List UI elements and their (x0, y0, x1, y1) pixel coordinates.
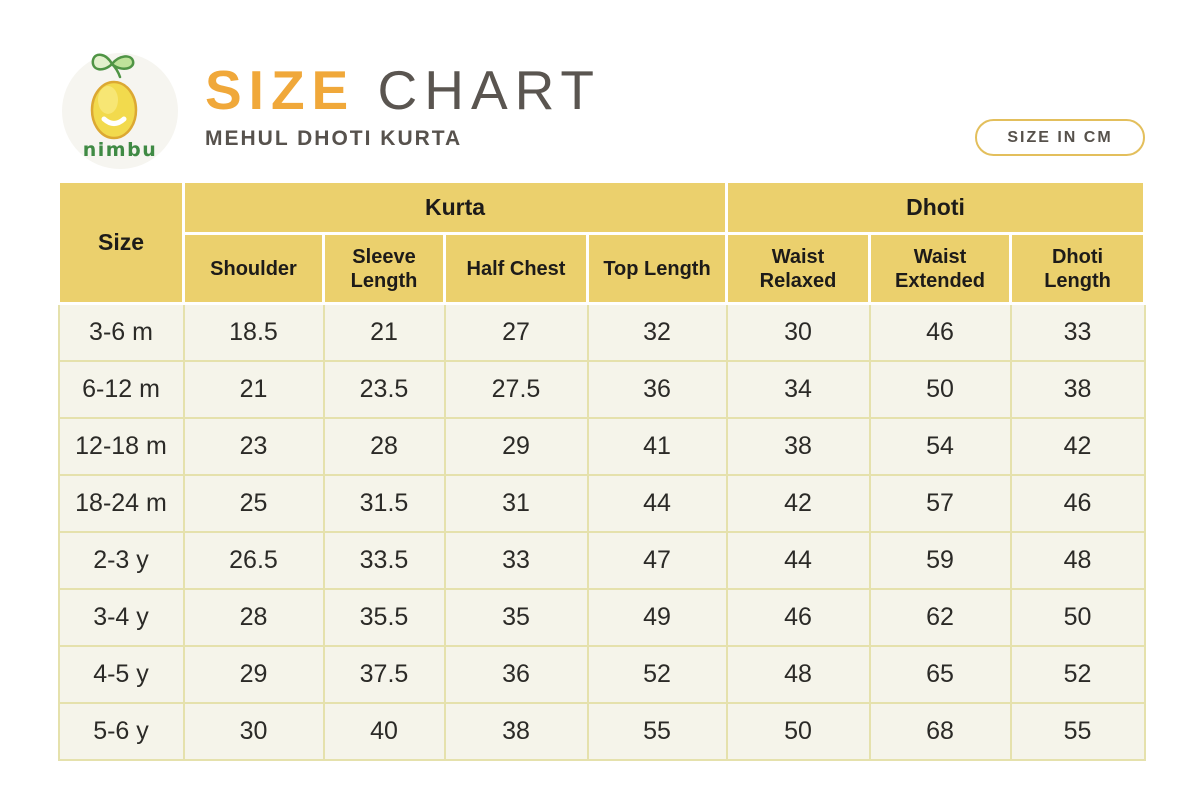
table-row: 5-6 y 30 40 38 55 50 68 55 (57, 701, 1146, 761)
size-cell: 5-6 y (57, 701, 185, 761)
table-cell: 36 (443, 644, 589, 704)
table-group-header-row: Size Kurta Dhoti (57, 180, 1147, 305)
table-cell: 50 (725, 701, 871, 761)
table-cell: 42 (725, 473, 871, 533)
column-header-waist-extended: Waist Extended (868, 232, 1012, 305)
table-cell: 40 (322, 701, 446, 761)
table-cell: 35 (443, 587, 589, 647)
table-cell: 32 (586, 302, 728, 362)
table-cell: 54 (868, 416, 1012, 476)
size-cell: 6-12 m (57, 359, 185, 419)
table-cell: 68 (868, 701, 1012, 761)
table-cell: 33.5 (322, 530, 446, 590)
table-cell: 59 (868, 530, 1012, 590)
size-cell: 3-4 y (57, 587, 185, 647)
table-cell: 33 (443, 530, 589, 590)
table-cell: 29 (182, 644, 325, 704)
table-cell: 49 (586, 587, 728, 647)
table-row: 4-5 y 29 37.5 36 52 48 65 52 (57, 644, 1146, 704)
table-cell: 29 (443, 416, 589, 476)
table-cell: 55 (586, 701, 728, 761)
column-group-kurta: Kurta (182, 180, 728, 235)
table-cell: 28 (322, 416, 446, 476)
table-cell: 47 (586, 530, 728, 590)
size-cell: 12-18 m (57, 416, 185, 476)
table-cell: 26.5 (182, 530, 325, 590)
title-word-chart: CHART (377, 59, 601, 121)
column-header-waist-relaxed: Waist Relaxed (725, 232, 871, 305)
table-row: 3-4 y 28 35.5 35 49 46 62 50 (57, 587, 1146, 647)
table-cell: 28 (182, 587, 325, 647)
table-cell: 52 (586, 644, 728, 704)
column-header-dhoti-length: Dhoti Length (1008, 232, 1147, 305)
table-cell: 35.5 (322, 587, 446, 647)
table-cell: 30 (725, 302, 871, 362)
table-cell: 57 (868, 473, 1012, 533)
table-cell: 21 (182, 359, 325, 419)
table-row: 2-3 y 26.5 33.5 33 47 44 59 48 (57, 530, 1146, 590)
table-cell: 23.5 (322, 359, 446, 419)
table-cell: 37.5 (322, 644, 446, 704)
table-cell: 42 (1009, 416, 1146, 476)
lemon-logo-icon: nimbu (62, 53, 178, 169)
column-header-top-length: Top Length (586, 232, 728, 305)
table-subheader-row: Shoulder Sleeve Length Half Chest Top Le… (59, 232, 1147, 305)
size-cell: 4-5 y (57, 644, 185, 704)
table-cell: 48 (725, 644, 871, 704)
table-cell: 31.5 (322, 473, 446, 533)
table-cell: 30 (182, 701, 325, 761)
header-title-block: SIZE CHART MEHUL DHOTI KURTA (205, 63, 601, 151)
table-cell: 34 (725, 359, 871, 419)
table-row: 6-12 m 21 23.5 27.5 36 34 50 38 (57, 359, 1146, 419)
table-cell: 38 (725, 416, 871, 476)
table-cell: 52 (1009, 644, 1146, 704)
logo-text: nimbu (83, 139, 157, 161)
table-cell: 46 (868, 302, 1012, 362)
table-cell: 31 (443, 473, 589, 533)
table-cell: 46 (725, 587, 871, 647)
product-subtitle: MEHUL DHOTI KURTA (205, 127, 463, 150)
column-header-half-chest: Half Chest (443, 232, 589, 305)
table-row: 18-24 m 25 31.5 31 44 42 57 46 (57, 473, 1146, 533)
table-cell: 62 (868, 587, 1012, 647)
page-title: SIZE CHART (205, 63, 601, 118)
column-header-shoulder: Shoulder (182, 232, 325, 305)
table-cell: 46 (1009, 473, 1146, 533)
table-cell: 44 (725, 530, 871, 590)
table-cell: 41 (586, 416, 728, 476)
size-unit-badge: SIZE IN CM (975, 119, 1145, 156)
column-header-size: Size (57, 180, 185, 305)
table-cell: 33 (1009, 302, 1146, 362)
table-cell: 23 (182, 416, 325, 476)
title-word-size: SIZE (205, 59, 356, 121)
table-cell: 48 (1009, 530, 1146, 590)
brand-logo: nimbu (62, 53, 178, 169)
table-cell: 44 (586, 473, 728, 533)
table-cell: 21 (322, 302, 446, 362)
column-header-sleeve-length: Sleeve Length (322, 232, 446, 305)
table-row: 12-18 m 23 28 29 41 38 54 42 (57, 416, 1146, 476)
size-chart-table: Size Kurta Dhoti Shoulder Sleeve Length … (57, 180, 1147, 761)
table-cell: 36 (586, 359, 728, 419)
size-cell: 2-3 y (57, 530, 185, 590)
size-cell: 18-24 m (57, 473, 185, 533)
table-cell: 50 (1009, 587, 1146, 647)
table-cell: 38 (1009, 359, 1146, 419)
table-cell: 65 (868, 644, 1012, 704)
size-cell: 3-6 m (57, 302, 185, 362)
table-cell: 27.5 (443, 359, 589, 419)
table-cell: 18.5 (182, 302, 325, 362)
table-row: 3-6 m 18.5 21 27 32 30 46 33 (57, 302, 1146, 362)
column-group-dhoti: Dhoti (724, 180, 1147, 235)
table-cell: 38 (443, 701, 589, 761)
table-cell: 27 (443, 302, 589, 362)
table-cell: 50 (868, 359, 1012, 419)
table-cell: 25 (182, 473, 325, 533)
table-cell: 55 (1009, 701, 1146, 761)
